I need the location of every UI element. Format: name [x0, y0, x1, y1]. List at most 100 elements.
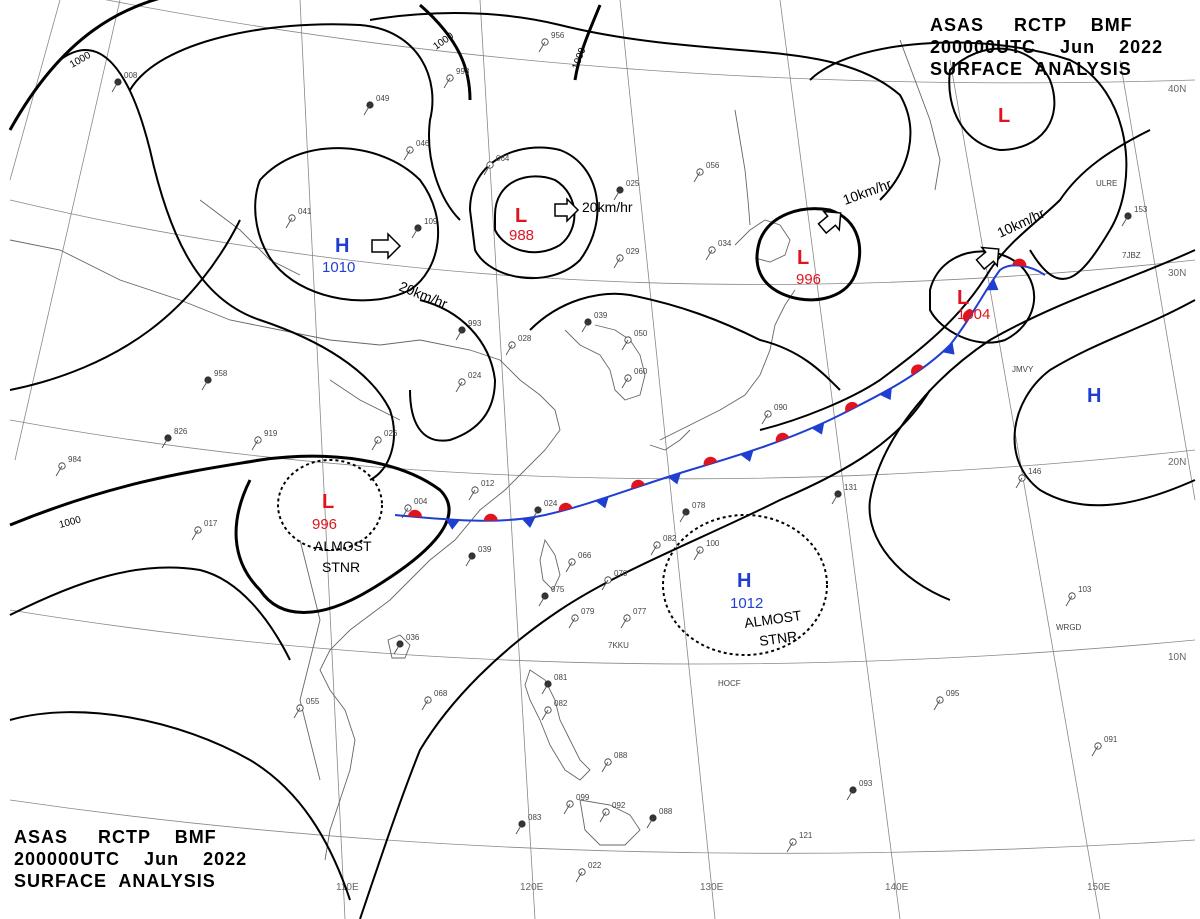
station-pressure-value: 919	[264, 429, 278, 438]
wind-barb-icon	[563, 803, 571, 815]
station-pressure-value: 956	[551, 31, 565, 40]
cold-front-triangle	[986, 278, 999, 291]
cold-front-triangle	[811, 422, 825, 435]
station-id: ULRE	[1096, 179, 1117, 188]
motion-label: 10km/hr	[841, 175, 894, 207]
wind-barb-icon	[411, 227, 419, 239]
header-line-3: SURFACE ANALYSIS	[14, 871, 216, 891]
motion-label: 20km/hr	[582, 199, 633, 215]
wind-barb-icon	[786, 841, 794, 853]
high-pressure-value: 1012	[730, 595, 763, 612]
coast-japan-hokkaido	[734, 219, 791, 263]
lon-label-110e: 110E	[336, 882, 359, 893]
isobar-east-outer	[868, 249, 1196, 601]
station-pressure-value: 103	[1078, 585, 1092, 594]
stationary-note: STNR	[758, 628, 798, 649]
isobar-nw-outer	[9, 219, 241, 391]
coast-asia-mainland	[9, 239, 561, 861]
wind-barb-icon	[191, 529, 199, 541]
wind-barb-icon	[505, 344, 513, 356]
wind-barb-icon	[613, 189, 621, 201]
station-pressure-value: 060	[634, 367, 648, 376]
station-pressure-value: 055	[306, 697, 320, 706]
isobar-1000-kamchatka	[573, 4, 602, 81]
wind-barb-icon	[565, 561, 573, 573]
wind-barb-icon	[541, 683, 549, 695]
motion-arrow-icon	[817, 210, 842, 235]
isobar-southeast	[359, 389, 931, 919]
cold-front-triangle	[740, 450, 754, 462]
front-symbols	[407, 258, 1027, 530]
wind-barb-icon	[293, 707, 301, 719]
station-pressure-value: 092	[612, 801, 626, 810]
warm-front-semicircle	[911, 364, 924, 376]
wind-barb-icon	[251, 439, 259, 451]
isobar-southern	[9, 566, 291, 661]
cold-front-triangle	[879, 387, 892, 400]
wind-barb-icon	[483, 164, 491, 176]
coast-luzon	[524, 669, 591, 781]
coastlines	[9, 39, 941, 861]
stationary-note: ALMOST	[314, 538, 372, 554]
lat-label-20n: 20N	[1168, 457, 1186, 468]
lon-line-150e	[949, 59, 1101, 919]
isobar-east-front	[759, 129, 1151, 431]
station-pressure-value: 029	[626, 247, 640, 256]
high-pressure-marker: H	[1087, 385, 1101, 407]
station-pressure-value: 984	[68, 455, 82, 464]
chart-header-top: ASAS RCTP BMF 200000UTC Jun 2022 SURFACE…	[930, 14, 1163, 80]
lon-label-140e: 140E	[885, 882, 909, 893]
wind-barb-icon	[393, 643, 401, 655]
wind-barb-icon	[538, 595, 546, 607]
wind-barb-icon	[161, 437, 169, 449]
station-pressure-value: 088	[614, 751, 628, 760]
station-pressure-value: 082	[663, 534, 677, 543]
cold-front-triangle	[445, 519, 460, 530]
isobar-1000-west-ridge	[8, 0, 159, 131]
wind-barb-icon	[443, 77, 451, 89]
coast-japan-honshu	[659, 289, 796, 441]
isobar-far-southwest	[9, 711, 351, 901]
wind-barb-icon	[761, 413, 769, 425]
station-pressure-value: 039	[478, 545, 492, 554]
wind-barb-icon	[421, 699, 429, 711]
station-pressure-value: 036	[406, 633, 420, 642]
isobar-1000-trough-north	[419, 3, 472, 101]
wind-barb-icon	[601, 579, 609, 591]
high-pressure-marker: H	[335, 235, 349, 257]
low-pressure-marker: L	[797, 247, 809, 269]
wind-barb-icon	[846, 789, 854, 801]
station-pressure-value: 131	[844, 483, 858, 492]
wind-barb-icon	[55, 465, 63, 477]
wind-barb-icon	[363, 104, 371, 116]
isobar-east-big	[809, 41, 1128, 280]
wind-barb-icon	[620, 617, 628, 629]
cold-front-triangle	[595, 496, 609, 509]
wind-barb-icon	[575, 871, 583, 883]
station-pressure-value: 082	[554, 699, 568, 708]
wind-barb-icon	[455, 329, 463, 341]
high-pressure-value: 1010	[322, 259, 355, 276]
station-id: WRGD	[1056, 623, 1082, 632]
isobar-yellow-sea	[409, 299, 497, 442]
warm-front-semicircle	[407, 509, 422, 518]
station-pressure-value: 049	[376, 94, 390, 103]
stnr-circle-high-south	[662, 514, 828, 656]
station-id: 7JBZ	[1122, 251, 1141, 260]
wind-barb-icon	[693, 549, 701, 561]
warm-front-semicircle	[483, 513, 498, 521]
wind-barb-icon	[1015, 477, 1023, 489]
coast-indochina	[299, 539, 321, 781]
coast-korea	[564, 324, 646, 401]
lat-line-30n	[9, 199, 1196, 285]
station-pressure-value: 093	[859, 779, 873, 788]
wind-barb-icon	[599, 811, 607, 823]
isobar-1000-inner-low	[755, 207, 862, 302]
station-id: HOCF	[718, 679, 741, 688]
station-pressure-value: 075	[551, 585, 565, 594]
cold-front-triangle	[942, 342, 955, 355]
station-pressure-value: 993	[468, 319, 482, 328]
wind-barb-icon	[401, 507, 409, 519]
lon-line-110e	[299, 0, 346, 919]
